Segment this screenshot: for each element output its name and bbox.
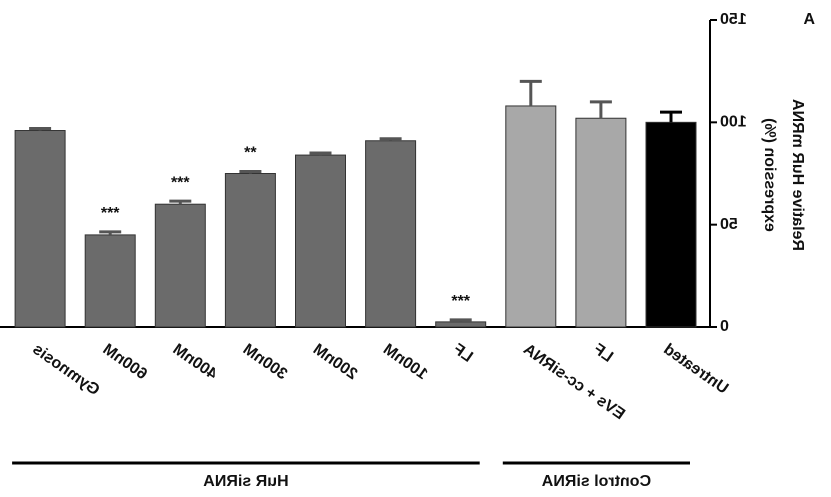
y-tick-label: 150 [720, 11, 747, 28]
y-tick-label: 50 [720, 216, 738, 233]
panel-label: A [803, 11, 815, 28]
bar [575, 117, 627, 328]
bar [645, 121, 697, 328]
x-tick-label: LF [450, 341, 476, 366]
bar [84, 234, 136, 328]
y-tick-label: 100 [720, 114, 747, 131]
y-axis-label: expression (%) [761, 118, 778, 232]
x-tick-label: Gymnosis [29, 341, 102, 399]
x-tick-label: Untreated [660, 341, 731, 398]
x-tick-label: 600nM [99, 341, 150, 384]
mirrored-plot: A Relative HuR mRNA expression (%) 0 50 10… [0, 11, 815, 490]
bar [154, 203, 206, 328]
bar [365, 140, 417, 328]
x-tick-label: 100nM [380, 341, 431, 384]
group-label: HuR siRNA [203, 473, 289, 490]
bar [14, 130, 66, 328]
significance: ** [243, 145, 256, 162]
bar [435, 321, 487, 328]
x-tick-label: 300nM [240, 341, 291, 384]
bar [295, 154, 346, 328]
group-label: Control siRNA [541, 473, 651, 490]
y-tick-label: 0 [720, 318, 729, 335]
significance: *** [170, 174, 189, 191]
significance: *** [451, 293, 470, 310]
x-tick-label: LF [590, 341, 616, 366]
x-tick-label: 200nM [310, 341, 361, 384]
y-axis-label: Relative HuR mRNA [789, 99, 806, 251]
bar [505, 105, 557, 328]
x-tick-label: 400nM [170, 341, 221, 384]
bar [224, 173, 276, 328]
significance: *** [100, 205, 119, 222]
